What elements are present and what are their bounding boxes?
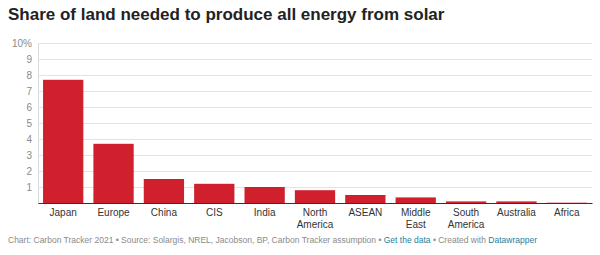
x-tick-label: Europe xyxy=(97,207,130,218)
y-tick-label: 1 xyxy=(26,182,32,193)
bar xyxy=(496,201,536,203)
bars xyxy=(43,80,587,203)
bar xyxy=(144,179,184,203)
bar xyxy=(547,202,587,203)
chart: Share of land needed to produce all ener… xyxy=(0,0,600,255)
bar xyxy=(43,80,83,203)
footer-text: Chart: Carbon Tracker 2021 • Source: Sol… xyxy=(8,235,384,245)
bar xyxy=(93,144,133,203)
title: Share of land needed to produce all ener… xyxy=(8,5,445,24)
y-tick-label: 7 xyxy=(26,86,32,97)
bar xyxy=(446,201,486,203)
x-axis-line xyxy=(39,203,593,204)
x-tick-label: NorthAmerica xyxy=(297,207,334,230)
y-tick: 6 xyxy=(26,102,592,113)
x-tick: NorthAmerica xyxy=(297,203,334,230)
x-tick: CIS xyxy=(206,203,223,218)
x-tick-label: ASEAN xyxy=(348,207,382,218)
bar xyxy=(295,190,335,203)
y-tick-label: 8 xyxy=(26,70,32,81)
footer-link[interactable]: Get the data xyxy=(384,235,431,245)
y-tick-label: 9 xyxy=(26,54,32,65)
bar xyxy=(345,195,385,203)
y-tick: 8 xyxy=(26,70,592,81)
x-tick: China xyxy=(151,203,178,218)
grid-line xyxy=(38,139,592,140)
y-tick-label: 3 xyxy=(26,150,32,161)
x-tick-label: Africa xyxy=(554,207,580,218)
grid-line xyxy=(38,43,592,44)
y-tick: 4 xyxy=(26,134,592,145)
x-tick: Japan xyxy=(50,203,77,218)
grid-line xyxy=(38,59,592,60)
y-tick-label: 10% xyxy=(12,38,32,49)
y-tick: 7 xyxy=(26,86,592,97)
x-tick: SouthAmerica xyxy=(448,203,485,230)
grid-line xyxy=(38,91,592,92)
y-tick: 5 xyxy=(26,118,592,129)
y-tick-label: 5 xyxy=(26,118,32,129)
x-tick-label: Japan xyxy=(50,207,77,218)
x-tick-label: China xyxy=(151,207,178,218)
y-tick: 9 xyxy=(26,54,592,65)
x-tick-label: SouthAmerica xyxy=(448,207,485,230)
x-tick-label: India xyxy=(254,207,276,218)
x-tick: Africa xyxy=(554,203,580,218)
y-tick: 10% xyxy=(12,38,592,49)
x-tick: Europe xyxy=(97,203,130,218)
x-tick-label: Australia xyxy=(497,207,536,218)
x-axis: Japan Europe China CIS India NorthAmerica ASEA… xyxy=(39,203,593,230)
bar xyxy=(396,197,436,203)
footer: Chart: Carbon Tracker 2021 • Source: Sol… xyxy=(8,235,537,245)
grid-line xyxy=(38,75,592,76)
x-tick-label: CIS xyxy=(206,207,223,218)
footer-link[interactable]: Datawrapper xyxy=(488,235,537,245)
x-tick: MiddleEast xyxy=(401,203,431,230)
y-tick-label: 2 xyxy=(26,166,32,177)
x-tick: India xyxy=(254,203,276,218)
x-tick: Australia xyxy=(497,203,536,218)
x-tick-label: MiddleEast xyxy=(401,207,431,230)
grid-line xyxy=(38,107,592,108)
x-tick: ASEAN xyxy=(348,203,382,218)
y-tick-label: 4 xyxy=(26,134,32,145)
y-tick-label: 6 xyxy=(26,102,32,113)
y-axis: 1 2 3 4 5 6 7 8 9 10% xyxy=(12,38,592,204)
bar xyxy=(244,187,284,203)
grid-line xyxy=(38,123,592,124)
bar xyxy=(194,184,234,203)
footer-text: • Created with xyxy=(431,235,489,245)
y-axis-line xyxy=(39,44,593,204)
